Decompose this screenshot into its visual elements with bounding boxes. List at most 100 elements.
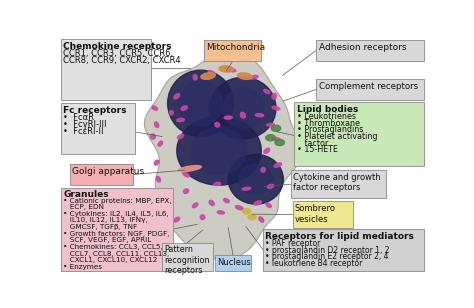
FancyBboxPatch shape: [61, 188, 173, 270]
FancyBboxPatch shape: [215, 255, 251, 270]
Text: • Cationic proteins: MBP, EPX,: • Cationic proteins: MBP, EPX,: [64, 197, 172, 204]
Ellipse shape: [264, 89, 270, 94]
Ellipse shape: [223, 199, 229, 203]
FancyBboxPatch shape: [70, 164, 133, 185]
Text: • prostaglandin E2 receptor 2, 4: • prostaglandin E2 receptor 2, 4: [265, 252, 389, 261]
Ellipse shape: [223, 88, 263, 128]
FancyBboxPatch shape: [61, 39, 151, 100]
Text: Lipid bodies: Lipid bodies: [297, 105, 358, 114]
FancyBboxPatch shape: [316, 40, 424, 61]
Ellipse shape: [215, 123, 219, 127]
Ellipse shape: [155, 160, 159, 165]
Ellipse shape: [193, 75, 197, 80]
Ellipse shape: [200, 215, 205, 220]
Ellipse shape: [178, 165, 201, 172]
Ellipse shape: [181, 106, 187, 110]
Ellipse shape: [177, 134, 183, 139]
Text: Cytokine and growth
factor receptors: Cytokine and growth factor receptors: [293, 173, 381, 192]
Text: Sombrero
vesicles: Sombrero vesicles: [295, 204, 336, 224]
Ellipse shape: [183, 189, 189, 193]
Ellipse shape: [156, 176, 161, 182]
Ellipse shape: [191, 127, 246, 175]
Text: • 15-HETE: • 15-HETE: [297, 145, 337, 154]
Text: factor: factor: [297, 139, 328, 148]
Ellipse shape: [169, 111, 173, 115]
Ellipse shape: [168, 70, 234, 136]
FancyBboxPatch shape: [294, 102, 424, 166]
Text: •  FcεRI-II: • FcεRI-II: [64, 127, 104, 136]
Text: SCF, VEGF, EGF, APRIL: SCF, VEGF, EGF, APRIL: [64, 237, 152, 243]
Ellipse shape: [228, 68, 236, 72]
Ellipse shape: [272, 137, 280, 140]
FancyBboxPatch shape: [292, 201, 353, 228]
Text: IL10, IL12, IL13, IFNγ,: IL10, IL12, IL13, IFNγ,: [64, 217, 148, 223]
Text: Granules: Granules: [64, 190, 109, 199]
FancyBboxPatch shape: [263, 229, 424, 270]
Ellipse shape: [158, 141, 163, 146]
Text: CCL7, CCL8, CCL11, CCL13,: CCL7, CCL8, CCL11, CCL13,: [64, 251, 170, 257]
Text: Receptors for lipid mediators: Receptors for lipid mediators: [265, 232, 414, 241]
Text: • Platelet activating: • Platelet activating: [297, 132, 377, 141]
Circle shape: [266, 135, 275, 141]
Text: • leukotriene B4 receptor: • leukotriene B4 receptor: [265, 259, 363, 268]
Text: Chemokine receptors: Chemokine receptors: [64, 42, 172, 51]
Ellipse shape: [165, 208, 170, 212]
Ellipse shape: [228, 154, 283, 204]
Ellipse shape: [176, 118, 184, 122]
Ellipse shape: [240, 112, 246, 118]
Ellipse shape: [259, 217, 264, 222]
Ellipse shape: [267, 184, 273, 188]
Circle shape: [248, 215, 256, 220]
Text: ECP, EDN: ECP, EDN: [64, 204, 104, 210]
Ellipse shape: [267, 124, 274, 126]
Ellipse shape: [179, 81, 223, 126]
Ellipse shape: [182, 172, 189, 177]
Ellipse shape: [210, 77, 276, 139]
Text: • Enzymes: • Enzymes: [64, 264, 102, 270]
Text: • Growth factors: NGF, PDGF,: • Growth factors: NGF, PDGF,: [64, 231, 170, 237]
Ellipse shape: [152, 106, 158, 110]
FancyBboxPatch shape: [291, 170, 386, 198]
Ellipse shape: [174, 94, 180, 99]
Ellipse shape: [209, 200, 214, 206]
Ellipse shape: [150, 134, 155, 139]
Text: CXCL1, CXCL10, CXCL12: CXCL1, CXCL10, CXCL12: [64, 257, 158, 263]
Ellipse shape: [208, 71, 215, 75]
Text: Nucleus: Nucleus: [217, 258, 251, 267]
Ellipse shape: [274, 163, 282, 167]
Text: •  FcαR: • FcαR: [64, 113, 94, 122]
Ellipse shape: [236, 206, 243, 210]
Ellipse shape: [255, 114, 264, 117]
Circle shape: [243, 209, 251, 214]
Text: GMCSF, TGFβ, TNF: GMCSF, TGFβ, TNF: [64, 224, 137, 230]
Ellipse shape: [272, 93, 276, 99]
Text: • Cytokines: IL2, IL4, IL5, IL6,: • Cytokines: IL2, IL4, IL5, IL6,: [64, 211, 169, 217]
Ellipse shape: [264, 148, 270, 153]
Text: • Leukotrienes: • Leukotrienes: [297, 112, 356, 121]
Ellipse shape: [219, 66, 234, 72]
FancyBboxPatch shape: [316, 79, 424, 100]
Ellipse shape: [250, 75, 258, 79]
Ellipse shape: [217, 211, 225, 214]
Text: • Prostaglandins: • Prostaglandins: [297, 125, 363, 134]
Text: Golgi apparatus: Golgi apparatus: [73, 167, 145, 176]
Ellipse shape: [224, 116, 232, 119]
Text: • Chemokines: CCL3, CCL5,: • Chemokines: CCL3, CCL5,: [64, 244, 163, 250]
Text: Adhesion receptors: Adhesion receptors: [319, 43, 406, 52]
Text: Complement receptors: Complement receptors: [319, 82, 418, 91]
Ellipse shape: [214, 182, 221, 186]
Ellipse shape: [266, 203, 271, 208]
Ellipse shape: [192, 203, 198, 208]
Ellipse shape: [261, 167, 265, 172]
Ellipse shape: [237, 73, 252, 79]
Text: •  FcγRI-III: • FcγRI-III: [64, 120, 107, 129]
Text: Pattern
recognition
receptors: Pattern recognition receptors: [164, 245, 210, 275]
Ellipse shape: [158, 194, 166, 197]
Ellipse shape: [272, 106, 280, 110]
Circle shape: [271, 125, 281, 131]
Text: • Thromboxane: • Thromboxane: [297, 119, 360, 128]
Ellipse shape: [201, 73, 215, 79]
Ellipse shape: [174, 217, 180, 222]
Ellipse shape: [177, 116, 261, 185]
Text: Fc receptors: Fc receptors: [64, 106, 127, 115]
